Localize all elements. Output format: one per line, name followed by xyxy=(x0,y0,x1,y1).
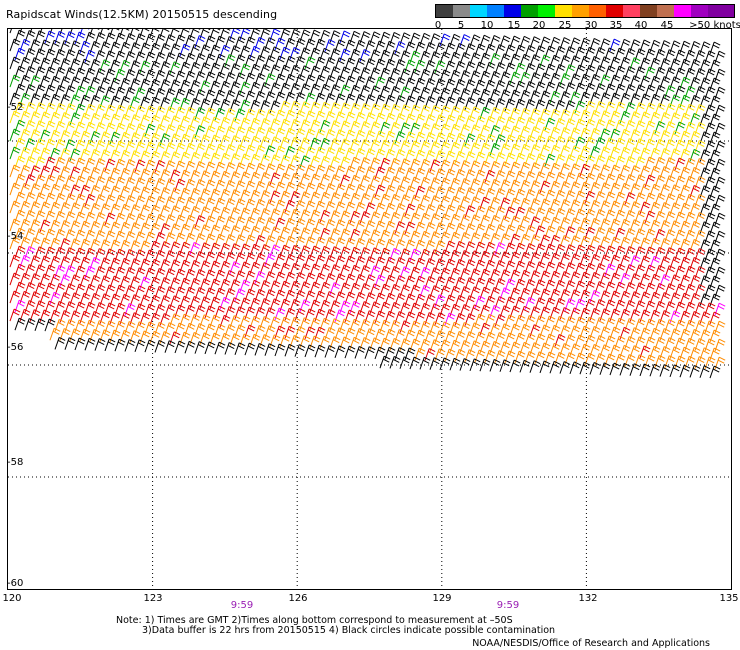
wind-barb-map xyxy=(8,29,731,589)
legend-label: 30 xyxy=(584,20,598,31)
legend-label: 20 xyxy=(532,20,546,31)
legend-swatch xyxy=(640,5,657,17)
lon-label-120: 120 xyxy=(2,593,22,604)
lon-label-129: 129 xyxy=(432,593,452,604)
legend-swatch xyxy=(691,5,708,17)
footnote: Note: 1) Times are GMT 2)Times along bot… xyxy=(116,616,555,636)
legend-label: 10 xyxy=(480,20,494,31)
legend-label: 5 xyxy=(457,20,465,31)
legend-label: 40 xyxy=(634,20,648,31)
lon-label-123: 123 xyxy=(143,593,163,604)
legend-label: 15 xyxy=(507,20,521,31)
legend-swatch xyxy=(555,5,572,17)
credit-line: NOAA/NESDIS/Office of Research and Appli… xyxy=(472,638,710,649)
legend-color-bar xyxy=(435,4,735,18)
legend-labels: 0 5 10 15 20 25 30 35 40 45 >50 knots xyxy=(434,20,740,34)
lon-label-135: 135 xyxy=(719,593,739,604)
legend-swatch xyxy=(657,5,674,17)
wind-barb xyxy=(9,38,21,52)
legend-swatch xyxy=(606,5,623,17)
pass-time-1: 9:59 xyxy=(230,600,254,611)
legend-swatch xyxy=(470,5,487,17)
legend-swatch xyxy=(504,5,521,17)
map-title: Rapidscat Winds(12.5KM) 20150515 descend… xyxy=(6,8,278,21)
lat-label-56: -56 xyxy=(7,342,24,353)
legend-label: 45 xyxy=(660,20,674,31)
pass-time-2: 9:59 xyxy=(496,600,520,611)
legend-swatch xyxy=(708,5,734,17)
wind-speed-legend: 0 5 10 15 20 25 30 35 40 45 >50 knots xyxy=(434,4,740,36)
legend-swatch xyxy=(589,5,606,17)
legend-swatch xyxy=(436,5,453,17)
legend-label: 0 xyxy=(434,20,442,31)
legend-swatch xyxy=(674,5,691,17)
lat-label-58: -58 xyxy=(7,457,24,468)
lat-label-60: -60 xyxy=(7,578,24,589)
lat-label-52: -52 xyxy=(7,102,24,113)
lon-label-126: 126 xyxy=(288,593,308,604)
legend-label: 35 xyxy=(609,20,623,31)
wind-barb xyxy=(9,56,21,70)
legend-swatch xyxy=(453,5,470,17)
wind-barb xyxy=(9,29,12,34)
footnote-line-2: 3)Data buffer is 22 hrs from 20150515 4)… xyxy=(142,625,556,636)
lat-label-54: -54 xyxy=(7,231,24,242)
legend-swatch xyxy=(487,5,504,17)
lon-label-132: 132 xyxy=(578,593,598,604)
legend-swatch xyxy=(623,5,640,17)
legend-swatch xyxy=(538,5,555,17)
legend-label: >50 knots xyxy=(689,20,740,31)
legend-swatch xyxy=(572,5,589,17)
wind-barb xyxy=(9,74,21,88)
wind-map-plot xyxy=(7,28,732,590)
wind-barb xyxy=(9,92,21,106)
legend-label: 25 xyxy=(558,20,572,31)
legend-swatch xyxy=(521,5,538,17)
